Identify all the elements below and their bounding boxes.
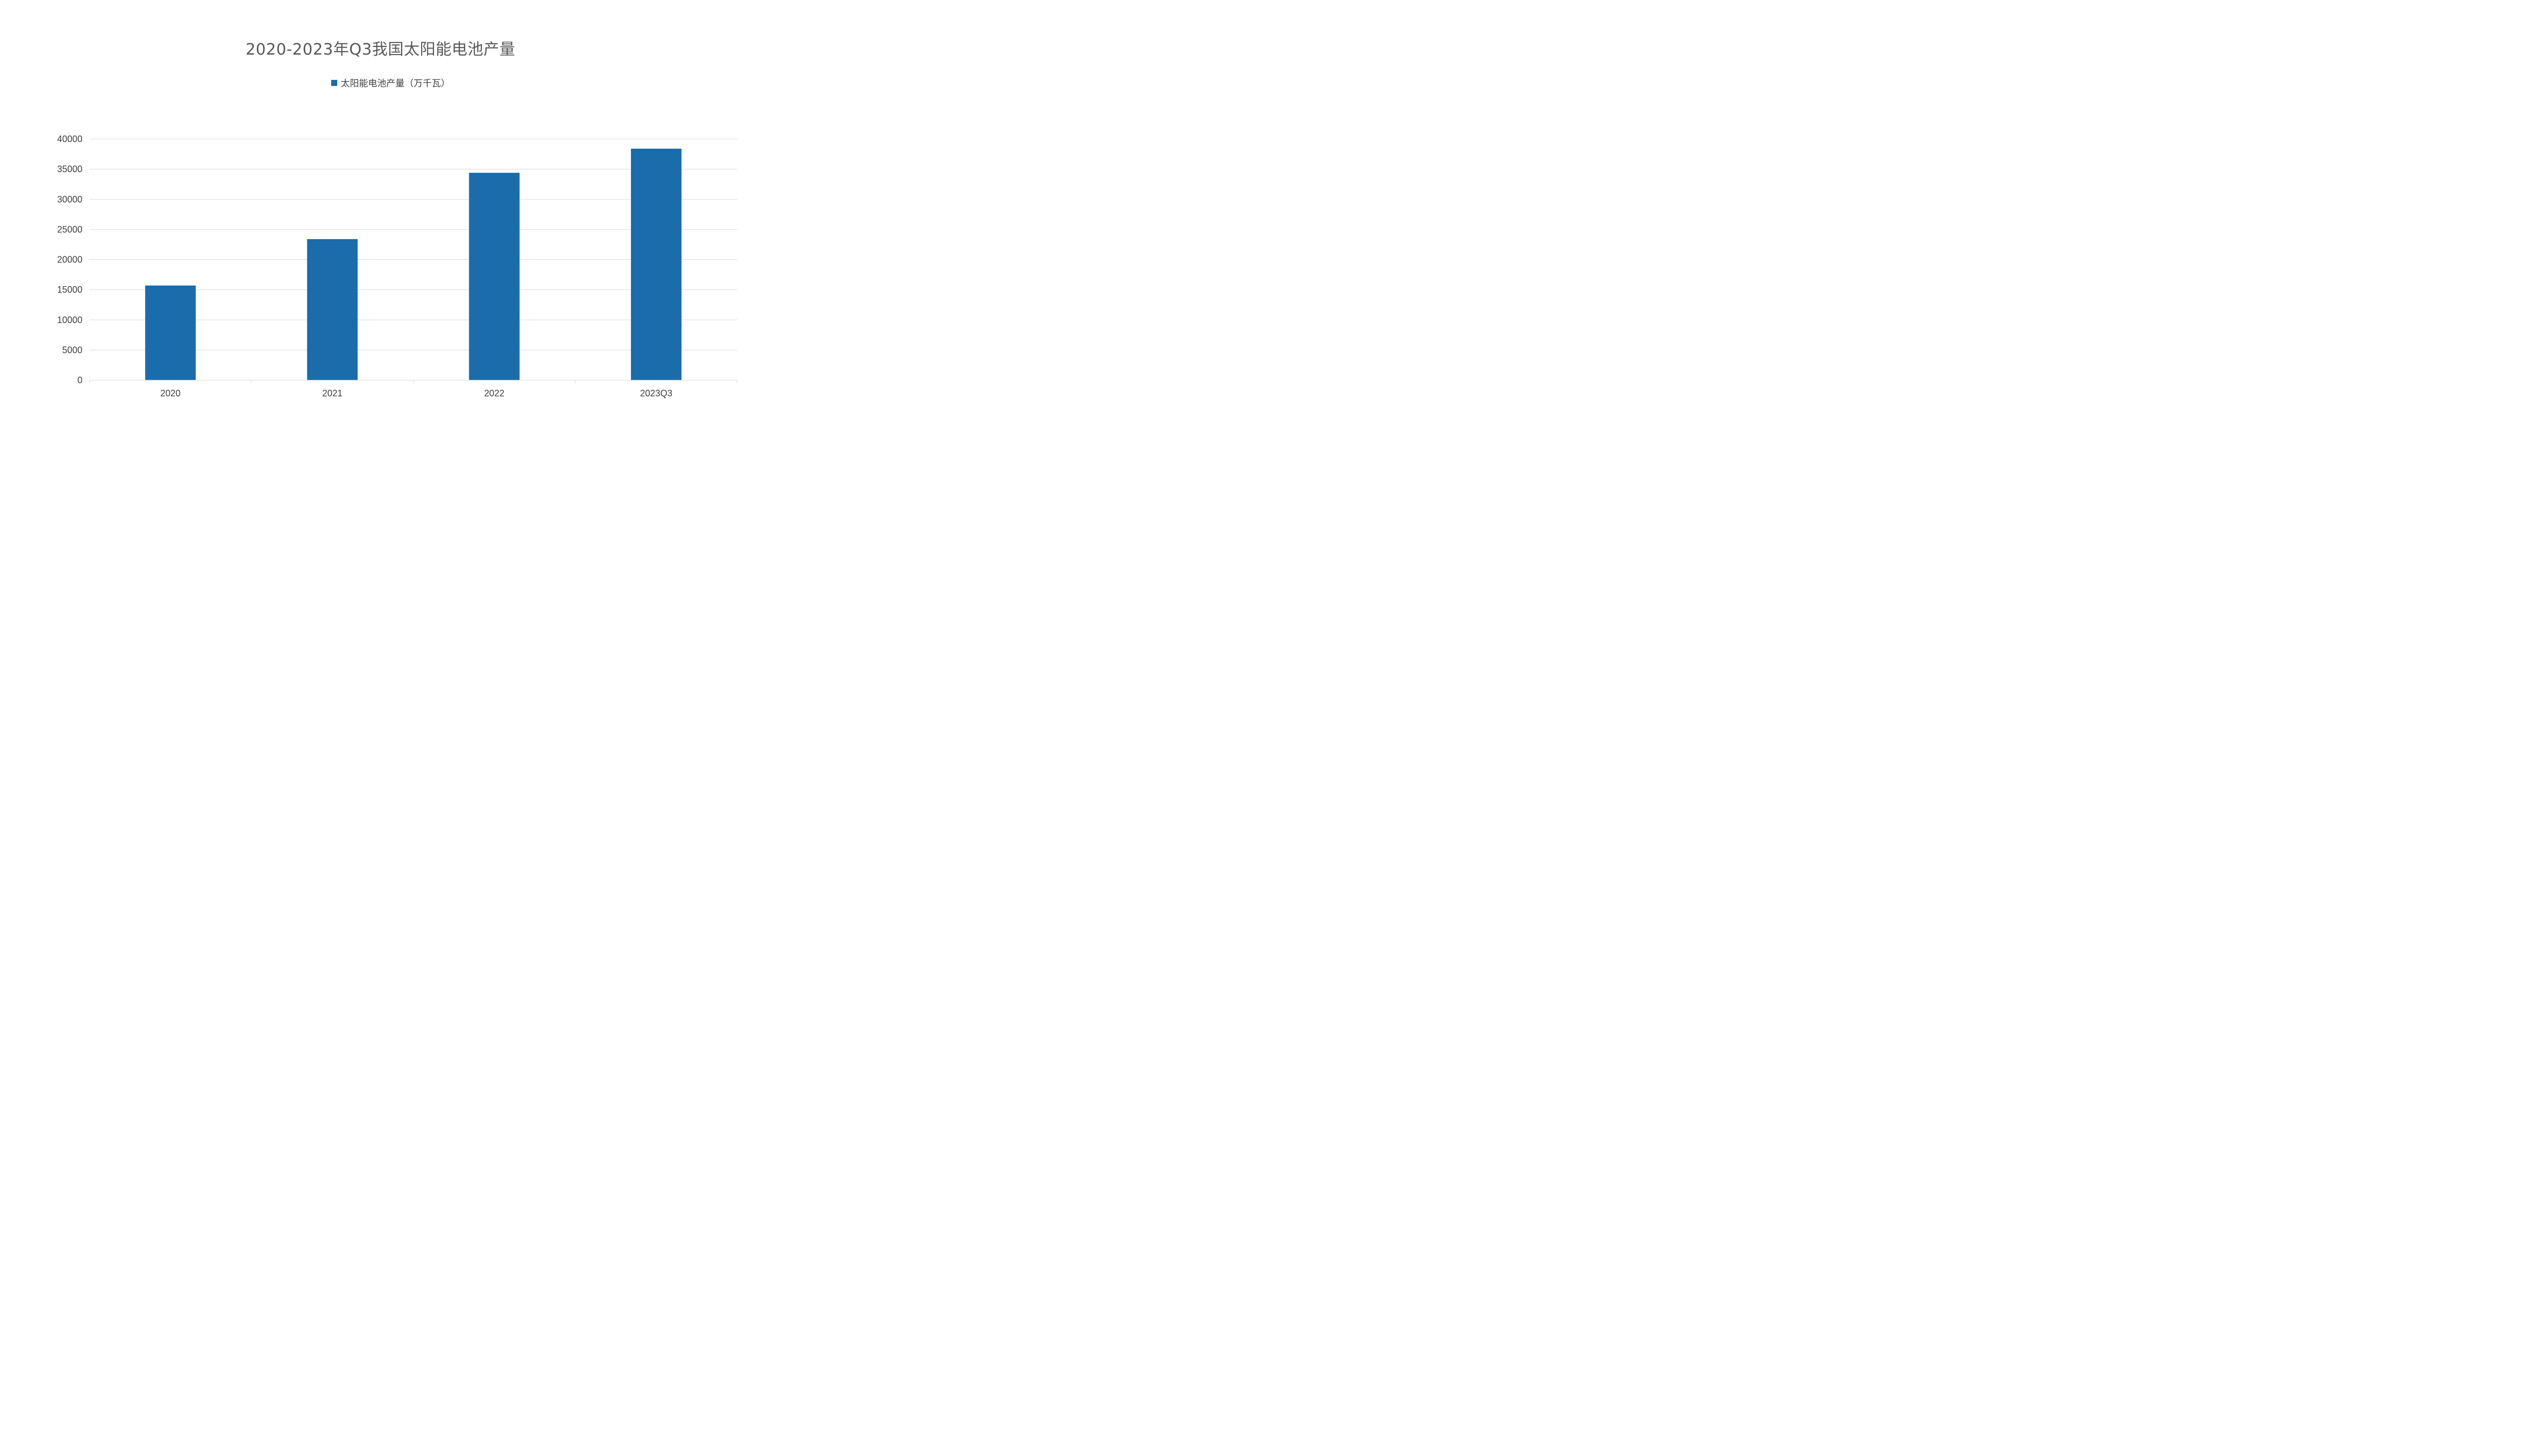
legend-label: 太阳能电池产量（万千瓦） [341, 78, 450, 89]
x-axis-labels: 2020 2021 2022 2023Q3 [160, 388, 672, 398]
y-tick-label: 40000 [57, 134, 82, 144]
y-tick-label: 0 [77, 375, 82, 385]
chart-title: 2020-2023年Q3我国太阳能电池产量 [245, 40, 516, 59]
y-tick-label: 10000 [57, 315, 82, 325]
x-tick-label: 2021 [322, 388, 342, 398]
y-tick-label: 20000 [57, 255, 82, 265]
legend-swatch [331, 80, 337, 86]
bar-2023q3 [630, 149, 682, 380]
x-tick-label: 2022 [484, 388, 505, 398]
x-axis [89, 380, 738, 383]
y-axis-labels: 0 5000 10000 15000 20000 25000 30000 35000 40000 [57, 134, 82, 385]
bar-chart: 0 5000 10000 15000 20000 25000 30000 35000 40000… [57, 134, 738, 398]
bars [145, 149, 682, 380]
y-tick-label: 15000 [57, 285, 82, 295]
gridlines [89, 139, 737, 350]
legend: 太阳能电池产量（万千瓦） [0, 76, 781, 89]
y-tick-label: 5000 [62, 345, 82, 355]
y-tick-label: 25000 [57, 224, 82, 235]
y-tick-label: 35000 [57, 164, 82, 174]
x-tick-label: 2023Q3 [640, 388, 672, 398]
x-tick-label: 2020 [160, 388, 180, 398]
y-tick-label: 30000 [57, 194, 82, 204]
bar-2022 [469, 172, 520, 380]
bar-2021 [307, 239, 358, 380]
bar-2020 [145, 285, 196, 380]
